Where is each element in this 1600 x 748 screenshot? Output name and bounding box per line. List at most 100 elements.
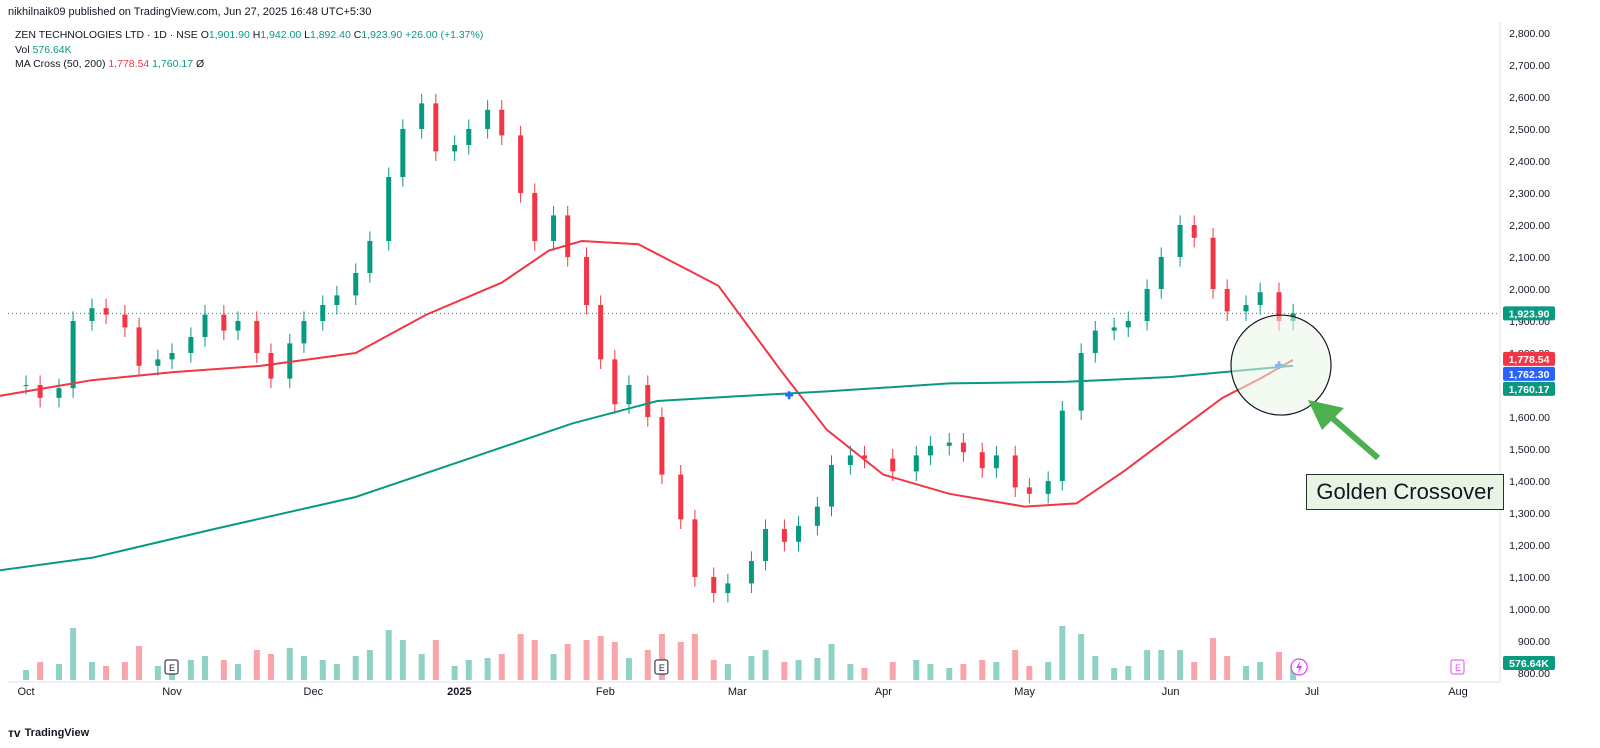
earnings-marker-icon — [654, 659, 669, 675]
symbol-row: ZEN TECHNOLOGIES LTD · 1D · NSE O1,901.9… — [15, 28, 483, 43]
volume-bar — [1078, 634, 1085, 680]
volume-bar — [220, 660, 227, 680]
candle-body — [748, 561, 754, 584]
y-tick-label: 900.00 — [1518, 636, 1550, 648]
y-tick-label: 800.00 — [1518, 668, 1550, 680]
volume-bar — [691, 634, 698, 680]
y-tick-label: 2,700.00 — [1509, 60, 1550, 72]
price-label-tag — [1503, 656, 1555, 670]
brand-text: TradingView — [24, 727, 90, 739]
candle-body — [1125, 321, 1131, 328]
x-tick-label: Feb — [596, 686, 615, 698]
golden-crossover-label: Golden Crossover — [1306, 474, 1504, 510]
candle-body — [781, 529, 787, 542]
volume-bar — [1092, 656, 1099, 680]
candle-body — [861, 455, 867, 459]
volume-bar — [861, 668, 868, 680]
volume-bar — [1224, 656, 1231, 680]
candle-body — [485, 109, 491, 129]
earnings-marker-label: E — [169, 663, 175, 673]
candle-body — [1158, 257, 1164, 289]
candle-body — [1092, 330, 1098, 353]
volume-row: Vol 576.64K — [15, 43, 483, 58]
ma-label[interactable]: MA Cross (50, 200) — [15, 58, 106, 70]
volume-bar — [1158, 650, 1165, 680]
candle-body — [1111, 327, 1117, 331]
candle-body — [353, 273, 359, 296]
candle-body — [993, 455, 999, 469]
close-value: 1,923.90 — [361, 29, 403, 41]
candle-body — [1243, 305, 1249, 312]
earnings-marker-icon — [1450, 659, 1465, 675]
volume-bar — [847, 664, 854, 680]
open-label: O — [200, 29, 209, 41]
volume-bar — [432, 640, 439, 680]
x-tick-label: Apr — [875, 686, 892, 698]
volume-bar — [1210, 638, 1217, 680]
candle-body — [960, 442, 966, 453]
volume-bar — [795, 660, 802, 680]
volume-bar — [583, 640, 590, 680]
callout-arrow-shaft — [1328, 413, 1380, 461]
lightning-icon — [1296, 661, 1303, 673]
candle-body — [1045, 481, 1051, 494]
earnings-marker-label: E — [659, 663, 665, 673]
candle-body — [452, 145, 458, 152]
candle-body — [532, 193, 538, 241]
volume-bar — [286, 648, 293, 680]
callout-arrow-head — [1308, 400, 1344, 430]
candle-body — [946, 442, 952, 446]
earnings-marker-icon — [164, 659, 179, 675]
highlight-circle — [1230, 314, 1332, 416]
y-tick-label: 1,000.00 — [1509, 604, 1550, 616]
price-label-text: 576.64K — [1509, 658, 1549, 670]
candle-body — [584, 257, 590, 305]
tradingview-brand[interactable]: ᴛᴠ TradingView — [8, 726, 89, 740]
candle-body — [645, 385, 651, 417]
y-tick-label: 2,000.00 — [1509, 284, 1550, 296]
symbol-name[interactable]: ZEN TECHNOLOGIES LTD · 1D · NSE — [15, 29, 198, 41]
x-tick-label: Jun — [1162, 686, 1180, 698]
x-tick-label: Jul — [1305, 686, 1319, 698]
volume-bar — [498, 654, 505, 680]
volume-bar — [597, 636, 604, 680]
candle-body — [221, 314, 227, 331]
candle-body — [890, 458, 896, 472]
volume-bar — [531, 640, 538, 680]
x-tick-label: Oct — [17, 686, 34, 698]
candle-body — [796, 525, 802, 542]
candle-body — [367, 241, 373, 273]
candle-body — [612, 359, 618, 405]
volume-bar — [993, 662, 1000, 680]
volume-label[interactable]: Vol — [15, 43, 30, 56]
candle-body — [301, 321, 307, 344]
ma-slow-value: 1,760.17 — [152, 58, 194, 70]
candle-body — [136, 327, 142, 366]
crossover-marker — [785, 391, 794, 400]
low-label: L — [304, 29, 310, 41]
volume-bar — [202, 656, 208, 680]
volume-bar — [1045, 662, 1052, 680]
candle-body — [1257, 292, 1263, 305]
volume-bar — [187, 660, 194, 680]
candle-body — [763, 529, 769, 561]
volume-bar — [658, 634, 665, 680]
candle-body — [235, 321, 241, 331]
volume-bar — [253, 650, 260, 680]
candle-body — [386, 177, 392, 241]
high-value: 1,942.00 — [260, 29, 302, 41]
candle-body — [1177, 225, 1183, 257]
volume-bar — [465, 660, 472, 680]
y-tick-label: 2,800.00 — [1509, 28, 1550, 40]
candle-body — [56, 388, 62, 398]
candle-body — [1026, 487, 1032, 494]
candle-body — [711, 577, 717, 593]
candle-body — [103, 308, 109, 315]
volume-bar — [1125, 666, 1132, 680]
candle-body — [268, 353, 274, 379]
candle-body — [725, 583, 731, 593]
volume-bar — [1243, 666, 1250, 680]
candle-body — [334, 295, 340, 305]
candle-body — [89, 308, 95, 321]
